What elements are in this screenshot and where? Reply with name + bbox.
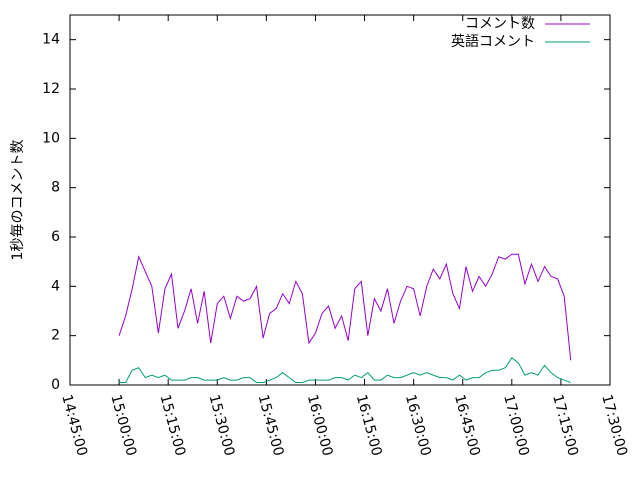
legend-label: 英語コメント [451, 33, 535, 50]
x-tick-label: 16:15:00 [353, 393, 385, 458]
x-tick-label: 17:30:00 [598, 393, 630, 458]
legend-label: コメント数 [465, 16, 535, 32]
x-tick-label: 17:15:00 [549, 393, 581, 458]
y-tick-label: 4 [51, 278, 60, 294]
x-tick-label: 14:45:00 [58, 393, 90, 458]
x-tick-label: 15:30:00 [206, 393, 238, 458]
y-tick-label: 14 [42, 32, 60, 48]
x-tick-label: 15:45:00 [255, 393, 287, 458]
x-tick-label: 16:30:00 [402, 393, 434, 458]
y-tick-label: 10 [42, 130, 60, 146]
x-tick-label: 16:00:00 [304, 393, 336, 458]
x-tick-label: 17:00:00 [500, 393, 532, 458]
y-tick-label: 12 [42, 81, 60, 97]
y-tick-label: 6 [51, 229, 60, 245]
y-tick-label: 2 [51, 328, 60, 344]
y-tick-label: 8 [51, 180, 60, 196]
y-tick-label: 0 [51, 377, 60, 393]
series-line [118, 253, 572, 361]
x-tick-label: 16:45:00 [451, 393, 483, 458]
series-line [119, 357, 571, 384]
x-tick-label: 15:00:00 [107, 393, 139, 458]
plot-frame [69, 14, 611, 386]
x-tick-label: 15:15:00 [156, 393, 188, 458]
y-axis-label: 1秒毎のコメント数 [10, 140, 26, 261]
